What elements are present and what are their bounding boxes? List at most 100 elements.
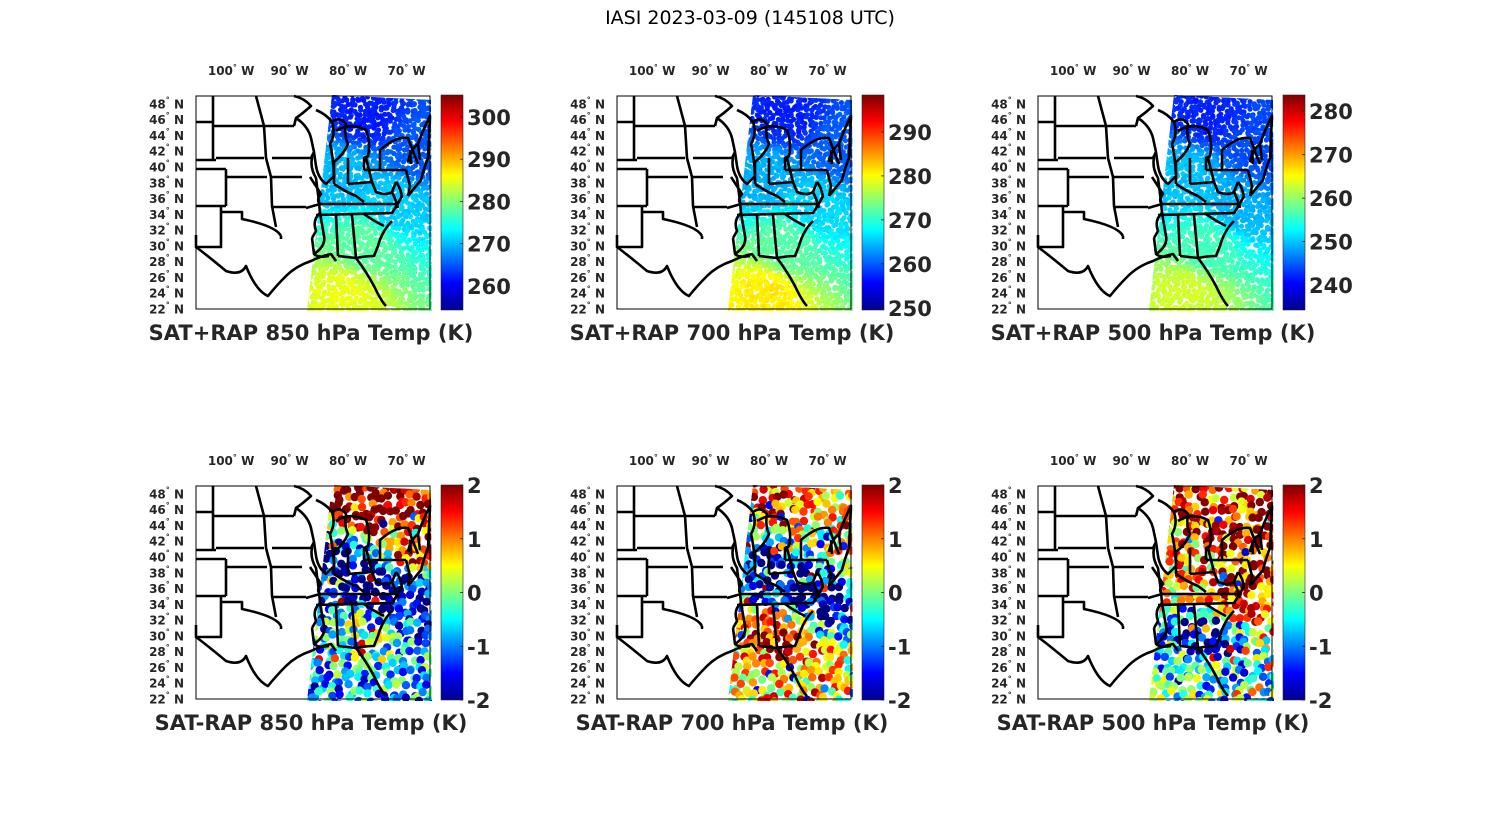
swath-point xyxy=(408,298,414,304)
swath-point xyxy=(320,123,326,129)
swath-point xyxy=(728,283,730,289)
swath-point xyxy=(315,126,321,132)
swath-point xyxy=(769,115,776,121)
swath-point xyxy=(378,141,384,147)
swath-point xyxy=(308,109,315,115)
swath-point xyxy=(325,100,331,106)
swath-point xyxy=(802,175,808,181)
swath-point xyxy=(780,245,786,251)
swath-point xyxy=(1264,95,1270,98)
swath-point xyxy=(298,275,303,280)
swath-point xyxy=(307,177,308,183)
lat-tick-label: 32° N xyxy=(570,222,605,238)
swath-point xyxy=(1214,162,1221,168)
swath-point xyxy=(321,142,327,148)
swath-point xyxy=(742,125,748,131)
swath-point xyxy=(429,142,432,148)
swath-point xyxy=(1158,102,1164,109)
swath-point xyxy=(728,242,734,249)
swath-point xyxy=(730,112,736,118)
swath-point xyxy=(817,209,823,215)
swath-point xyxy=(764,282,770,288)
swath-point xyxy=(1138,134,1143,139)
swath-point xyxy=(798,269,804,275)
swath-point xyxy=(728,279,730,285)
swath-point xyxy=(1165,217,1172,223)
swath-point xyxy=(808,170,814,176)
swath-point xyxy=(408,98,414,104)
swath-point xyxy=(837,111,843,117)
swath-point xyxy=(1181,106,1187,112)
swath-point xyxy=(325,127,331,133)
swath-point xyxy=(297,243,302,248)
swath-point xyxy=(353,133,359,139)
swath-point xyxy=(1138,225,1143,230)
swath-point xyxy=(357,214,363,220)
swath-point xyxy=(1190,167,1196,174)
swath-point xyxy=(1165,225,1172,231)
swath-point xyxy=(1233,177,1239,183)
swath-point xyxy=(1261,114,1267,120)
swath-point xyxy=(1162,205,1168,212)
swath-point xyxy=(411,236,418,242)
swath-point xyxy=(723,172,728,177)
swath-point xyxy=(754,188,760,194)
swath-point xyxy=(404,146,410,152)
swath-point xyxy=(375,174,381,180)
swath-point xyxy=(729,220,735,226)
swath-point xyxy=(1233,109,1239,115)
swath-point xyxy=(804,283,810,289)
swath-point xyxy=(813,262,819,268)
swath-point xyxy=(392,259,398,265)
swath-point xyxy=(314,119,320,125)
swath-point xyxy=(1162,198,1168,204)
swath-point xyxy=(1249,95,1256,96)
swath-point xyxy=(752,249,758,256)
swath-point xyxy=(401,95,407,100)
swath-point xyxy=(815,163,822,169)
swath-point xyxy=(809,98,815,105)
swath-point xyxy=(1241,99,1247,105)
swath-point xyxy=(728,193,732,199)
swath-point xyxy=(728,114,734,120)
swath-point xyxy=(366,124,372,130)
swath-point xyxy=(300,250,305,255)
swath-point xyxy=(423,133,429,140)
swath-point xyxy=(718,302,723,307)
swath-point xyxy=(1139,147,1144,152)
swath-point xyxy=(315,124,321,130)
swath-point xyxy=(1166,149,1172,155)
swath-point xyxy=(299,106,304,111)
swath-point xyxy=(1246,195,1252,201)
swath-point xyxy=(320,127,326,134)
swath-point xyxy=(740,95,746,98)
swath-point xyxy=(1242,155,1248,161)
swath-point xyxy=(757,177,763,184)
swath-point xyxy=(418,241,424,248)
swath-point xyxy=(720,132,725,137)
swath-point xyxy=(307,225,308,231)
swath-point xyxy=(850,297,853,303)
swath-point xyxy=(786,188,792,194)
swath-point xyxy=(717,102,722,107)
swath-point xyxy=(1204,217,1210,224)
swath-point xyxy=(1261,110,1268,116)
swath-point xyxy=(1152,97,1159,103)
swath-point xyxy=(825,98,831,104)
swath-point xyxy=(1270,102,1274,108)
swath-point xyxy=(717,209,722,214)
swath-point xyxy=(728,252,730,258)
swath-point xyxy=(311,129,317,135)
swath-point xyxy=(719,273,724,278)
swath-point xyxy=(1174,105,1181,111)
satellite-swath xyxy=(297,95,432,311)
swath-point xyxy=(388,171,394,177)
swath-point xyxy=(1156,132,1162,138)
swath-point xyxy=(341,297,347,304)
swath-point xyxy=(307,279,310,285)
swath-point xyxy=(735,117,741,123)
swath-point xyxy=(833,309,840,311)
swath-point xyxy=(356,234,362,240)
swath-point xyxy=(1143,167,1148,172)
swath-point xyxy=(1149,136,1151,142)
